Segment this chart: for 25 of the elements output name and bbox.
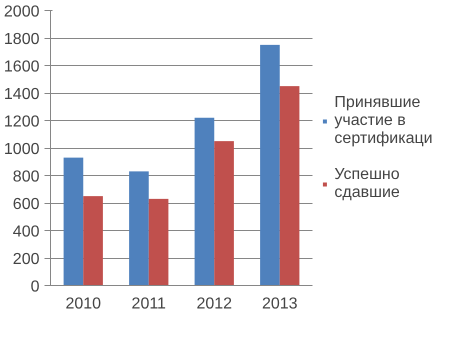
y-tick-label: 800 xyxy=(12,168,40,186)
bar xyxy=(64,158,84,286)
y-tick-label: 1800 xyxy=(4,31,40,48)
bar xyxy=(194,118,214,286)
y-tick-label: 1400 xyxy=(4,86,40,103)
bar xyxy=(260,44,280,286)
bar xyxy=(214,141,234,286)
bar xyxy=(148,198,168,286)
legend-label: Успешно сдавшие xyxy=(334,166,400,202)
y-tick-label: 0 xyxy=(30,278,40,296)
bar xyxy=(129,171,149,286)
y-tick-label: 200 xyxy=(12,251,40,268)
y-tick-label: 600 xyxy=(12,196,40,213)
legend-label: Принявшие участие в сертификаци xyxy=(334,94,433,148)
y-tick-label: 400 xyxy=(12,224,40,240)
x-tick-label: 2012 xyxy=(196,296,232,312)
y-tick-label: 1000 xyxy=(4,141,40,158)
x-tick-label: 2010 xyxy=(65,296,102,312)
y-tick-label: 1600 xyxy=(4,58,40,76)
x-tick-label: 2011 xyxy=(132,296,166,312)
bar xyxy=(83,196,103,286)
x-tick-label: 2013 xyxy=(262,296,298,312)
bar xyxy=(280,86,300,286)
y-tick-label: 1200 xyxy=(4,114,40,130)
y-tick-label: 2000 xyxy=(4,4,40,20)
